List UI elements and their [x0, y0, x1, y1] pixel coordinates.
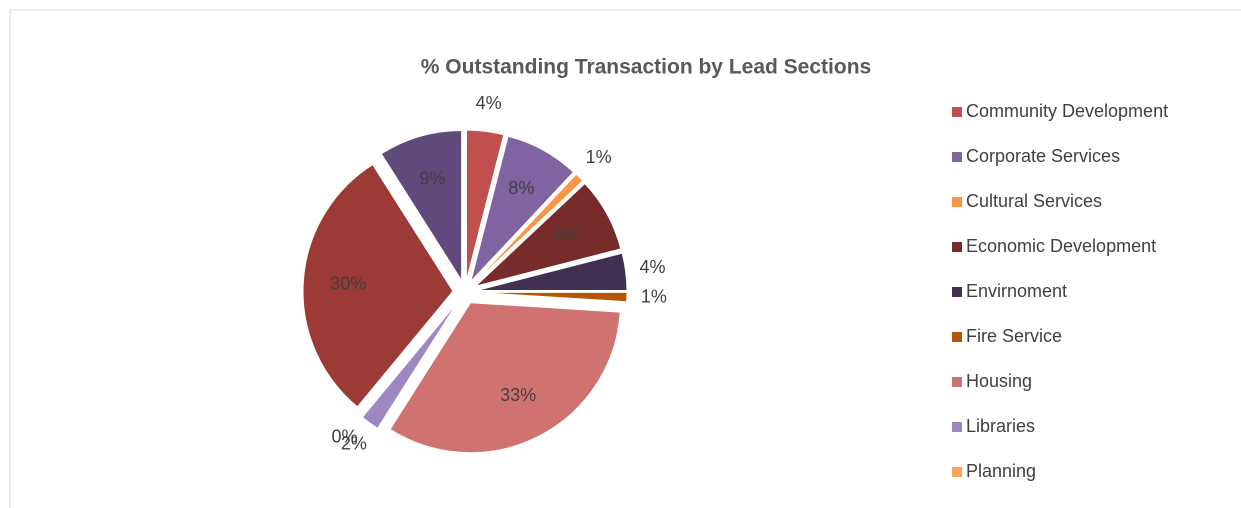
- legend-label: Fire Service: [966, 326, 1062, 346]
- pie-slice: [361, 301, 459, 430]
- data-label: 0%: [332, 426, 358, 446]
- legend-swatch: [952, 287, 962, 297]
- data-label: 4%: [476, 93, 502, 113]
- data-label: 8%: [508, 178, 534, 198]
- legend-swatch: [952, 107, 962, 117]
- data-label: 1%: [641, 287, 667, 307]
- pie-slice: [476, 291, 628, 303]
- legend-swatch: [952, 377, 962, 387]
- pie-slice: [466, 129, 505, 281]
- data-label: 33%: [500, 385, 536, 405]
- legend-label: Corporate Services: [966, 146, 1120, 166]
- data-label: 2%: [341, 434, 367, 454]
- chart-frame: [9, 9, 1241, 508]
- pie-slice: [380, 129, 463, 283]
- legend-swatch: [952, 197, 962, 207]
- data-label: 8%: [555, 224, 581, 244]
- legend-swatch: [952, 242, 962, 252]
- pie-slice: [302, 163, 454, 408]
- data-label: 9%: [419, 168, 445, 188]
- chart-title: % Outstanding Transaction by Lead Sectio…: [421, 56, 871, 79]
- legend-swatch: [952, 152, 962, 162]
- data-label: 4%: [640, 257, 666, 277]
- legend-label: Planning: [966, 461, 1036, 481]
- pie-slice: [470, 135, 575, 282]
- legend-label: Community Development: [966, 101, 1168, 121]
- legend-label: Envirnoment: [966, 281, 1067, 301]
- legend-label: Housing: [966, 371, 1032, 391]
- data-label: 30%: [330, 273, 366, 293]
- data-label: 1%: [586, 147, 612, 167]
- legend-swatch: [952, 332, 962, 342]
- pie-slice: [473, 173, 584, 284]
- legend-swatch: [952, 422, 962, 432]
- pie-slice: [476, 252, 628, 291]
- pie-slice: [475, 182, 622, 287]
- legend-swatch: [952, 467, 962, 477]
- legend-label: Libraries: [966, 416, 1035, 436]
- pie-slice: [389, 302, 621, 454]
- legend-label: Cultural Services: [966, 191, 1102, 211]
- legend-label: Economic Development: [966, 236, 1156, 256]
